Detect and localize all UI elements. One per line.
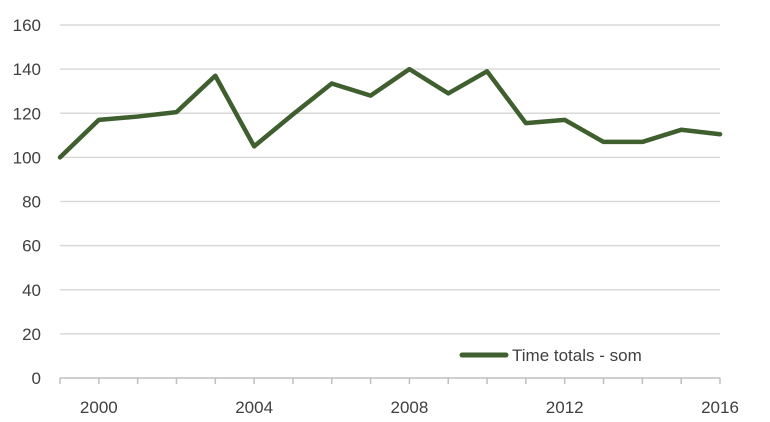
y-tick-label: 100: [13, 148, 41, 167]
legend-label: Time totals - som: [512, 346, 642, 365]
y-tick-label: 160: [13, 16, 41, 35]
axes: [59, 377, 721, 384]
gridlines: [60, 24, 720, 335]
y-tick-label: 120: [13, 104, 41, 123]
x-tick-label: 2008: [390, 398, 428, 417]
y-tick-label: 40: [22, 281, 41, 300]
y-tick-label: 80: [22, 193, 41, 212]
y-tick-labels: 0 20 40 60 80 100 120 140 160: [13, 16, 41, 388]
legend: Time totals - som: [459, 346, 642, 365]
x-tick-label: 2016: [701, 398, 739, 417]
x-tick-labels: 2000 2004 2008 2012 2016: [80, 398, 739, 417]
y-tick-label: 0: [32, 369, 41, 388]
y-tick-label: 60: [22, 237, 41, 256]
x-tick-label: 2000: [80, 398, 118, 417]
y-tick-label: 20: [22, 325, 41, 344]
x-tick-label: 2004: [235, 398, 273, 417]
series-line: [57, 66, 723, 160]
y-tick-label: 140: [13, 60, 41, 79]
series-lines: [57, 66, 723, 160]
x-tick-label: 2012: [546, 398, 584, 417]
